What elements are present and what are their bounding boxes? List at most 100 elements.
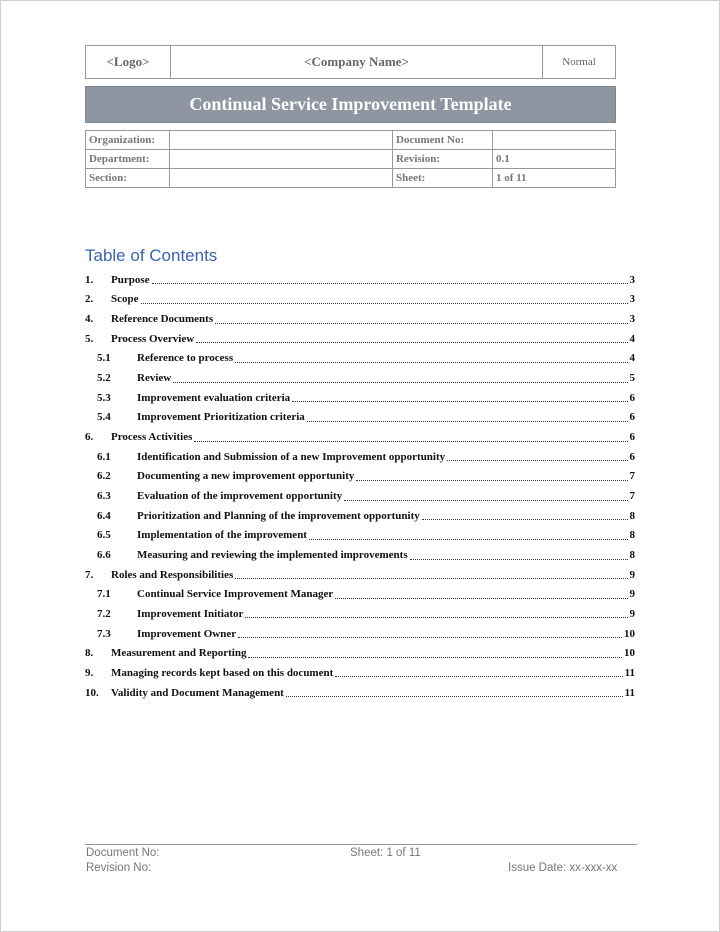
toc-leader-dots	[335, 597, 628, 599]
toc-entry[interactable]: 4. Reference Documents 3	[85, 309, 635, 329]
toc-entry-page: 9	[629, 568, 636, 581]
toc-entry-page: 3	[629, 313, 636, 326]
toc-entry-text[interactable]: Managing records kept based on this docu…	[111, 666, 334, 679]
toc-entry-page: 4	[629, 332, 636, 345]
toc-entry-page: 3	[629, 273, 636, 286]
toc-entry[interactable]: 5.2 Review 5	[85, 368, 635, 388]
toc-entry[interactable]: 5.3 Improvement evaluation criteria 6	[85, 388, 635, 408]
toc-entry-text[interactable]: Measurement and Reporting	[111, 647, 247, 660]
toc-entry-number: 8.	[85, 647, 94, 660]
toc-entry-page: 6	[629, 391, 636, 404]
toc-entry[interactable]: 8. Measurement and Reporting 10	[85, 643, 635, 663]
toc-entry-page: 8	[629, 529, 636, 542]
toc-entry[interactable]: 7.2 Improvement Initiator 9	[85, 604, 635, 624]
toc-entry[interactable]: 6.5 Implementation of the improvement 8	[85, 526, 635, 546]
footer-divider	[85, 844, 637, 845]
toc-leader-dots	[409, 558, 628, 560]
toc-entry[interactable]: 6.2 Documenting a new improvement opportu…	[85, 467, 635, 487]
header-table: <Logo> <Company Name> Normal	[85, 45, 616, 79]
section-label: Section:	[85, 168, 170, 188]
toc-entry[interactable]: 6.1 Identification and Submission of a ne…	[85, 447, 635, 467]
company-name: <Company Name>	[171, 46, 543, 78]
toc-entry-text[interactable]: Improvement Initiator	[137, 607, 244, 620]
toc-entry-number: 5.1	[97, 352, 111, 365]
toc-entry[interactable]: 9. Managing records kept based on this do…	[85, 663, 635, 683]
toc-leader-dots	[196, 342, 628, 344]
toc-entry[interactable]: 7. Roles and Responsibilities 9	[85, 565, 635, 585]
toc-entry-text[interactable]: Roles and Responsibilities	[111, 568, 234, 581]
toc-leader-dots	[344, 499, 628, 501]
toc-entry-text[interactable]: Identification and Submission of a new I…	[137, 450, 446, 463]
toc-entry-text[interactable]: Reference Documents	[111, 313, 214, 326]
toc-entry-text[interactable]: Measuring and reviewing the implemented …	[137, 549, 408, 562]
footer-issue-date: Issue Date: xx-xxx-xx	[508, 862, 618, 874]
toc-entry[interactable]: 6.6 Measuring and reviewing the implement…	[85, 545, 635, 565]
toc-entry-page: 9	[629, 607, 636, 620]
toc-entry[interactable]: 5.4 Improvement Prioritization criteria 6	[85, 408, 635, 428]
toc-leader-dots	[245, 617, 628, 619]
toc-entry[interactable]: 6.4 Prioritization and Planning of the im…	[85, 506, 635, 526]
footer-document-no: Document No:	[86, 847, 160, 859]
toc-entry-page: 7	[629, 490, 636, 503]
toc-entry-number: 6.5	[97, 529, 111, 542]
section-value	[169, 168, 393, 188]
logo-placeholder: <Logo>	[86, 46, 171, 78]
toc-entry-number: 4.	[85, 313, 94, 326]
toc-entry-page: 4	[629, 352, 636, 365]
toc-entry[interactable]: 2. Scope 3	[85, 290, 635, 310]
toc-entry[interactable]: 10. Validity and Document Management 11	[85, 683, 635, 703]
footer-sheet: Sheet: 1 of 11	[350, 847, 421, 859]
footer-revision-no: Revision No:	[86, 862, 152, 874]
toc-entry-text[interactable]: Improvement evaluation criteria	[137, 391, 291, 404]
toc-entry[interactable]: 6.3 Evaluation of the improvement opportu…	[85, 486, 635, 506]
info-table: Organization: Document No: Department: R…	[85, 130, 616, 188]
toc-entry-text[interactable]: Improvement Prioritization criteria	[137, 411, 305, 424]
toc-leader-dots	[235, 578, 628, 580]
toc-entry-text[interactable]: Prioritization and Planning of the impro…	[137, 509, 420, 522]
toc-entry[interactable]: 5. Process Overview 4	[85, 329, 635, 349]
toc-entry-text[interactable]: Continual Service Improvement Manager	[137, 588, 334, 601]
toc-entry-number: 6.1	[97, 450, 111, 463]
toc-entry[interactable]: 6. Process Activities 6	[85, 427, 635, 447]
toc-entry-text[interactable]: Process Overview	[111, 332, 195, 345]
document-title: Continual Service Improvement Template	[85, 86, 616, 123]
toc-entry-text[interactable]: Documenting a new improvement opportunit…	[137, 470, 355, 483]
toc-entry-text[interactable]: Reference to process	[137, 352, 234, 365]
toc-entry-page: 10	[624, 627, 635, 640]
toc-entry-text[interactable]: Scope	[111, 293, 139, 306]
toc-entry-page: 8	[629, 509, 636, 522]
toc-entry-text[interactable]: Evaluation of the improvement opportunit…	[137, 490, 343, 503]
toc-entry-text[interactable]: Improvement Owner	[137, 627, 237, 640]
toc-entry-number: 9.	[85, 666, 94, 679]
toc-entry-number: 6.2	[97, 470, 111, 483]
toc-entry-text[interactable]: Purpose	[111, 273, 150, 286]
toc-entry-page: 10	[624, 647, 635, 660]
toc-entry-number: 7.2	[97, 607, 111, 620]
toc-entry-number: 5.2	[97, 372, 111, 385]
toc-entry-text[interactable]: Implementation of the improvement	[137, 529, 307, 542]
toc-leader-dots	[356, 479, 628, 481]
sheet-label: Sheet:	[392, 168, 493, 188]
classification: Normal	[562, 56, 596, 68]
toc-entry-text[interactable]: Validity and Document Management	[111, 686, 284, 699]
toc-leader-dots	[306, 420, 628, 422]
toc-entry-number: 2.	[85, 293, 94, 306]
toc-leader-dots	[421, 519, 628, 521]
toc-entry-text[interactable]: Process Activities	[111, 431, 193, 444]
toc-leader-dots	[335, 676, 623, 678]
toc-leader-dots	[285, 696, 623, 698]
toc-entry-number: 6.3	[97, 490, 111, 503]
toc-entry[interactable]: 7.3 Improvement Owner 10	[85, 624, 635, 644]
toc-entry-page: 3	[629, 293, 636, 306]
department-label: Department:	[85, 149, 170, 169]
toc-entry-text[interactable]: Review	[137, 372, 172, 385]
toc-entry-number: 6.4	[97, 509, 111, 522]
toc-entry[interactable]: 5.1 Reference to process 4	[85, 349, 635, 369]
department-value	[169, 149, 393, 169]
toc-leader-dots	[235, 361, 628, 363]
toc-leader-dots	[215, 322, 628, 324]
toc-entry[interactable]: 7.1 Continual Service Improvement Manager…	[85, 585, 635, 605]
sheet-value: 1 of 11	[492, 168, 616, 188]
toc-entry-number: 1.	[85, 273, 94, 286]
toc-entry[interactable]: 1. Purpose 3	[85, 270, 635, 290]
